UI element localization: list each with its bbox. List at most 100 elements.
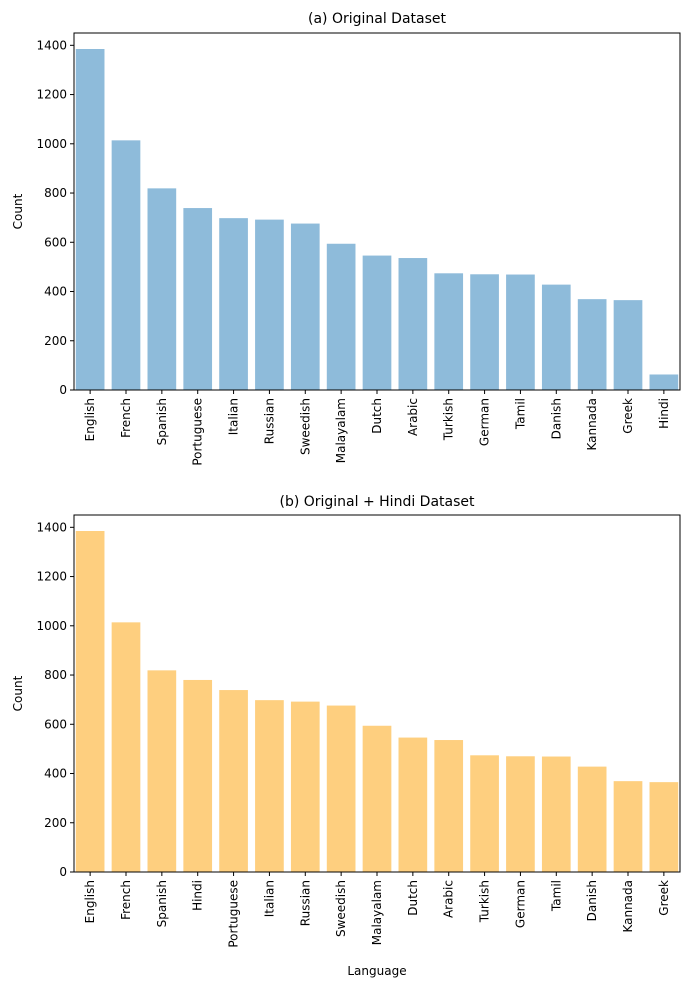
x-tick-label: Greek [621,398,635,434]
x-tick-label: Sweedish [334,880,348,937]
bar-portuguese [219,690,248,872]
x-tick-label: Tamil [513,398,527,430]
x-tick-label: Turkish [442,398,456,441]
bar-arabic [434,740,464,872]
chart-title: (a) Original Dataset [308,11,447,27]
x-tick-label: French [119,880,133,920]
y-tick-label: 800 [44,186,67,200]
y-tick-label: 600 [44,717,67,731]
bar-dutch [398,737,428,872]
y-tick-label: 1200 [36,570,67,584]
x-tick-label: Danish [585,880,599,921]
bar-arabic [398,258,428,390]
x-tick-label: Spanish [155,880,169,927]
bar-hindi [183,679,213,872]
y-tick-label: 200 [44,334,67,348]
y-tick-label: 200 [44,816,67,830]
x-tick-label: Portuguese [227,880,241,948]
x-tick-label: Russian [262,398,276,444]
bar-turkish [470,755,499,872]
bar-german [470,274,499,390]
y-axis-label: Count [11,675,25,711]
bar-english [75,531,105,872]
y-tick-label: 1000 [36,137,67,151]
y-tick-label: 600 [44,235,67,249]
x-tick-label: English [83,398,97,441]
x-tick-label: Hindi [657,398,671,429]
plot-frame [73,514,681,873]
bar-turkish [434,273,464,390]
x-tick-label: Greek [657,880,671,916]
y-axis-label: Count [11,193,25,229]
x-tick-label: Danish [549,398,563,439]
x-tick-label: Kannada [585,398,599,451]
x-axis-ticks: English French Spanish Hindi Portuguese Itali… [83,872,671,948]
bar-german [506,756,535,872]
x-tick-label: Tamil [549,880,563,912]
bar-danish [541,284,571,390]
x-tick-label: French [119,398,133,438]
bar-kannada [577,299,607,390]
x-axis-ticks: English French Spanish Portuguese Italian Rus… [83,390,671,466]
bar-malayalam [362,725,392,872]
bar-greek [613,300,643,390]
x-tick-label: Portuguese [191,398,205,466]
x-tick-label: Dutch [370,398,384,434]
y-tick-label: 1000 [36,619,67,633]
bar-english [75,49,105,390]
y-tick-label: 1400 [36,520,67,534]
x-tick-label: Spanish [155,398,169,445]
plot-frame [73,32,681,391]
x-tick-label: Malayalam [334,398,348,463]
x-tick-label: Dutch [406,880,420,916]
y-axis-ticks: 0 200 400 600 800 1000 1200 1400 [36,38,74,397]
chart-panel-original: (a) Original Dataset Count 0 200 400 600 800… [11,11,681,466]
bar-sweedish [290,223,320,390]
x-tick-label: Italian [262,880,276,917]
y-axis-ticks: 0 200 400 600 800 1000 1200 1400 [36,520,74,879]
bar-spanish [147,670,177,872]
bar-russian [290,701,320,872]
bar-portuguese [183,208,213,390]
bar-malayalam [326,243,356,390]
x-tick-label: Malayalam [370,880,384,945]
y-tick-label: 1400 [36,38,67,52]
bar-italian [219,218,248,390]
y-tick-label: 400 [44,767,67,781]
bar-hindi [649,374,679,390]
y-tick-label: 0 [59,865,67,879]
x-tick-label: Turkish [478,880,492,923]
bar-sweedish [326,705,356,872]
x-tick-label: German [478,398,492,446]
x-tick-label: English [83,880,97,923]
x-tick-label: Arabic [442,880,456,918]
bar-series [75,49,679,390]
bar-french [111,622,141,872]
x-tick-label: Hindi [191,880,205,911]
bar-danish [577,766,607,872]
bar-dutch [362,255,392,390]
x-tick-label: Russian [298,880,312,926]
bar-series [75,531,679,872]
x-tick-label: Sweedish [298,398,312,455]
x-axis-label: Language [347,964,406,978]
chart-panel-with-hindi: (b) Original + Hindi Dataset Count Langu… [11,494,681,978]
y-tick-label: 0 [59,383,67,397]
chart-title: (b) Original + Hindi Dataset [279,494,475,510]
y-tick-label: 400 [44,285,67,299]
bar-spanish [147,188,177,390]
bar-tamil [541,756,571,872]
x-tick-label: Arabic [406,398,420,436]
bar-tamil [506,274,535,390]
y-tick-label: 800 [44,668,67,682]
bar-kannada [613,781,643,872]
bar-russian [255,219,284,390]
bar-greek [649,782,679,872]
bar-italian [255,700,284,872]
x-tick-label: Kannada [621,880,635,933]
bar-french [111,140,141,390]
x-tick-label: German [513,880,527,928]
x-tick-label: Italian [227,398,241,435]
y-tick-label: 1200 [36,88,67,102]
